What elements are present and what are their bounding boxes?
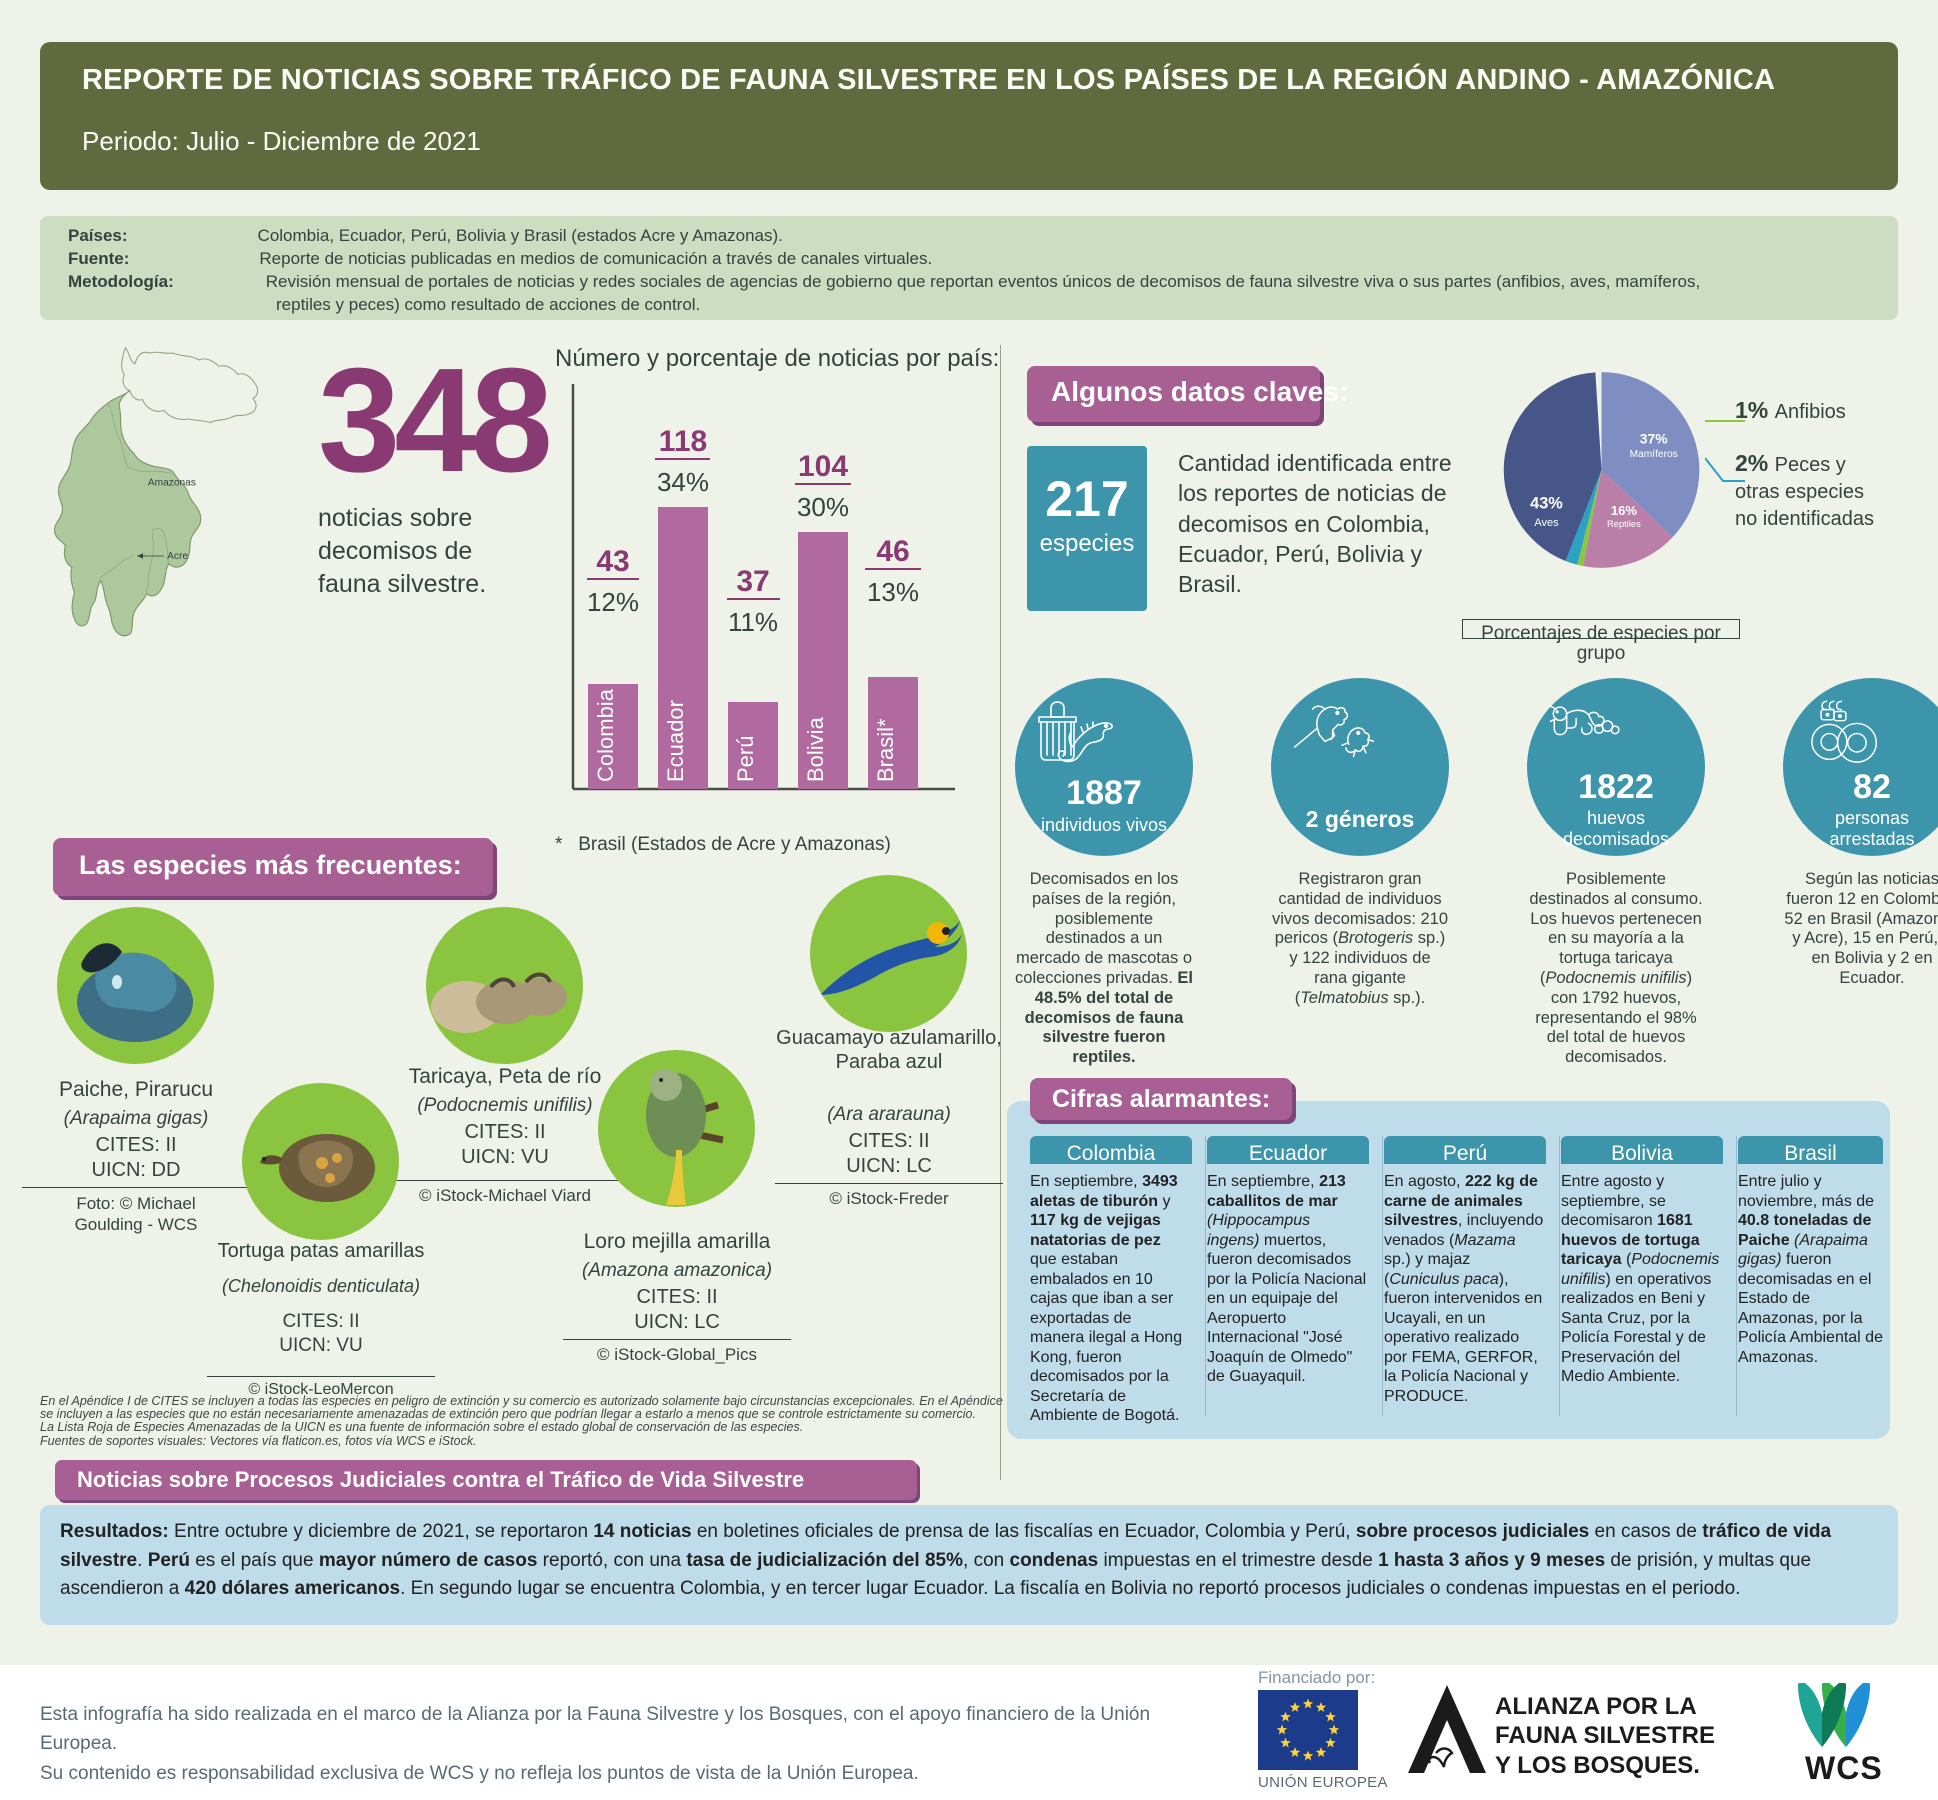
- svg-text:Brasil*: Brasil*: [873, 718, 898, 782]
- svg-text:118: 118: [659, 425, 707, 458]
- svg-text:12%: 12%: [587, 587, 639, 617]
- svg-text:Perú: Perú: [733, 736, 758, 782]
- svg-text:Amazonas: Amazonas: [148, 477, 196, 488]
- svg-text:13%: 13%: [867, 577, 919, 607]
- svg-text:46: 46: [876, 535, 909, 568]
- svg-text:30%: 30%: [797, 492, 849, 522]
- svg-text:43: 43: [596, 545, 629, 578]
- svg-text:37%: 37%: [1640, 431, 1668, 447]
- svg-text:34%: 34%: [657, 467, 709, 497]
- svg-text:37: 37: [736, 565, 769, 598]
- svg-text:43%: 43%: [1530, 495, 1563, 513]
- svg-text:Colombia: Colombia: [593, 688, 618, 782]
- svg-text:Aves: Aves: [1534, 517, 1559, 529]
- svg-text:Ecuador: Ecuador: [663, 700, 688, 782]
- svg-text:11%: 11%: [728, 607, 778, 637]
- svg-text:Mamíferos: Mamíferos: [1630, 449, 1678, 460]
- svg-text:104: 104: [798, 450, 848, 483]
- svg-text:Acre: Acre: [167, 551, 188, 562]
- svg-text:Reptiles: Reptiles: [1607, 519, 1641, 529]
- svg-text:16%: 16%: [1611, 503, 1637, 518]
- svg-text:Bolivia: Bolivia: [803, 716, 828, 782]
